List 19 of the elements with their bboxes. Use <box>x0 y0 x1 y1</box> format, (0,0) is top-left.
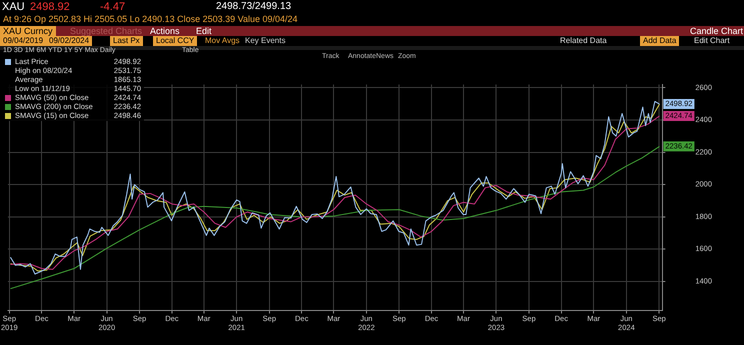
text: 09/04/2019 <box>0 36 46 46</box>
text: -4.47 <box>100 1 126 13</box>
text: Actions <box>150 26 180 36</box>
text: Last Px <box>110 36 143 46</box>
text: Key Events <box>245 36 286 46</box>
text: Candle Chart <box>690 26 744 36</box>
text: Edit Chart <box>694 36 730 46</box>
text: 2498.92 <box>30 1 70 13</box>
text: XAU <box>2 1 25 13</box>
text: 09/02/2024 <box>46 36 92 46</box>
text: 2498.73/2499.13 <box>216 1 292 12</box>
text: Suggested Charts <box>70 26 142 36</box>
text: At 9:26 Op 2502.83 Hi 2505.05 Lo 2490.13 Close 2503.39 Value 09/04/24 <box>3 14 298 24</box>
text: Related Data <box>560 36 607 46</box>
text: Mov Avgs <box>205 36 240 46</box>
text: XAU Curncy <box>0 26 56 36</box>
text: Add Data <box>640 36 680 46</box>
text: Edit <box>196 26 212 36</box>
text: Local CCY <box>153 36 198 46</box>
